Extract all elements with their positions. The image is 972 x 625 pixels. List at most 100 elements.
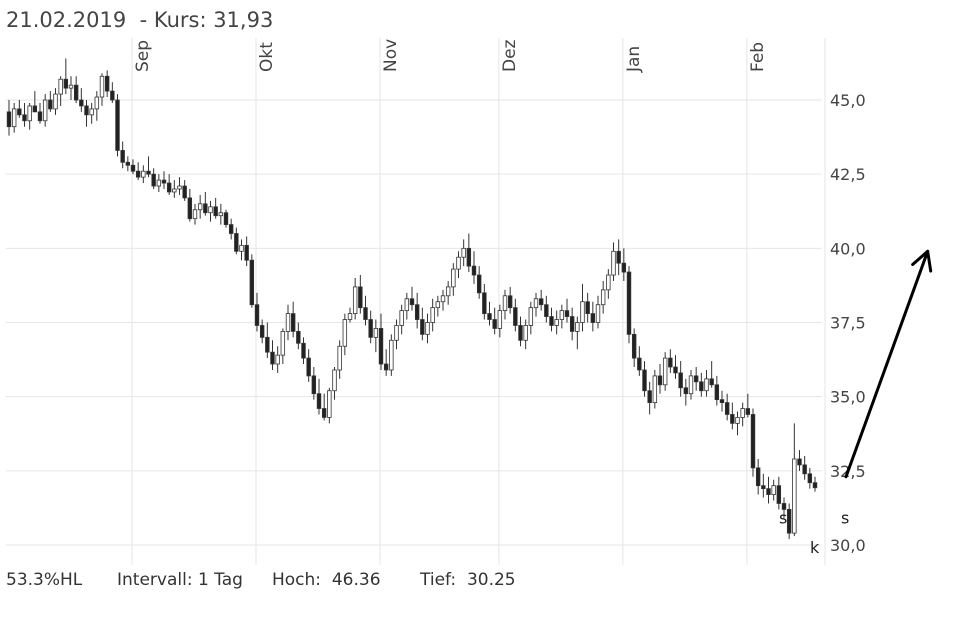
candle-body bbox=[120, 150, 125, 163]
candle-body bbox=[125, 161, 131, 166]
candle bbox=[668, 349, 673, 373]
candle bbox=[502, 289, 508, 320]
candle bbox=[234, 227, 239, 255]
candle-body bbox=[234, 233, 239, 252]
candle bbox=[254, 292, 260, 332]
candle bbox=[569, 307, 575, 341]
candle bbox=[120, 141, 125, 169]
candle-body bbox=[497, 310, 503, 329]
candle bbox=[332, 367, 337, 400]
candle-body bbox=[476, 274, 482, 294]
candle bbox=[115, 94, 120, 157]
candle-body bbox=[99, 75, 105, 98]
candle-body bbox=[115, 99, 120, 151]
month-label: Okt bbox=[257, 42, 277, 72]
candle-body bbox=[724, 402, 730, 415]
candle-body bbox=[32, 105, 38, 113]
candle bbox=[559, 304, 565, 329]
candle-body bbox=[564, 310, 570, 317]
candle bbox=[482, 283, 487, 320]
candle-body bbox=[554, 319, 559, 326]
candle bbox=[688, 369, 694, 400]
candle-body bbox=[306, 357, 311, 377]
month-label: Sep bbox=[133, 40, 153, 72]
candle bbox=[662, 352, 668, 391]
candle bbox=[637, 346, 642, 376]
candle-body bbox=[368, 319, 373, 338]
candle-body bbox=[358, 286, 363, 309]
candle-body bbox=[327, 390, 332, 418]
interval-label: Intervall: 1 Tag bbox=[117, 570, 243, 590]
candle bbox=[497, 304, 503, 338]
candle-body bbox=[110, 90, 115, 101]
candle-body bbox=[440, 295, 446, 303]
candle-body bbox=[135, 170, 141, 178]
candle bbox=[84, 100, 89, 127]
candle-body bbox=[316, 393, 322, 409]
candle-body bbox=[53, 93, 58, 110]
candle-body bbox=[797, 458, 802, 466]
candle bbox=[399, 304, 404, 335]
candle-body bbox=[461, 247, 466, 258]
candle bbox=[766, 476, 771, 504]
candle bbox=[378, 313, 384, 370]
candle-body bbox=[363, 307, 368, 320]
chart-title: 21.02.2019 - Kurs: 31,93 bbox=[6, 8, 274, 32]
candle bbox=[750, 408, 756, 477]
candle-body bbox=[156, 179, 162, 187]
candle-body bbox=[781, 503, 787, 510]
candle-body bbox=[239, 244, 244, 252]
candle bbox=[53, 88, 58, 115]
candle bbox=[621, 248, 627, 281]
candle-body bbox=[332, 369, 337, 392]
candle bbox=[797, 450, 802, 471]
candle-body bbox=[802, 464, 807, 475]
candle bbox=[533, 292, 539, 317]
y-tick-label: 37,5 bbox=[830, 314, 866, 333]
candle bbox=[719, 390, 725, 412]
candle bbox=[99, 73, 105, 106]
candle bbox=[177, 177, 182, 195]
candle-body bbox=[404, 298, 410, 312]
candle bbox=[48, 91, 53, 112]
candle-body bbox=[249, 259, 255, 306]
candle bbox=[311, 367, 317, 400]
candles bbox=[6, 58, 818, 540]
candle bbox=[802, 456, 807, 480]
candle-body bbox=[482, 292, 487, 315]
candle-body bbox=[513, 307, 518, 326]
candle-body bbox=[285, 313, 291, 332]
candle-body bbox=[668, 357, 673, 368]
candle-body bbox=[740, 408, 745, 418]
arrow-shaft bbox=[844, 249, 930, 479]
candle bbox=[89, 102, 94, 124]
candle-body bbox=[631, 333, 637, 359]
candle-body bbox=[197, 203, 203, 211]
candle bbox=[275, 346, 280, 373]
candle-body bbox=[311, 375, 317, 395]
candle-body bbox=[280, 330, 286, 356]
candle bbox=[296, 322, 301, 350]
candle-body bbox=[394, 325, 399, 341]
candle-body bbox=[544, 304, 549, 317]
candle bbox=[693, 367, 699, 391]
candle-body bbox=[42, 99, 48, 122]
candle bbox=[724, 393, 730, 421]
candle bbox=[27, 102, 32, 130]
candle bbox=[63, 58, 69, 95]
candle-body bbox=[218, 212, 224, 217]
candle bbox=[647, 381, 652, 415]
candle-body bbox=[719, 399, 725, 403]
candle bbox=[714, 375, 720, 406]
candle-body bbox=[755, 467, 761, 487]
candle-body bbox=[683, 387, 689, 395]
candle bbox=[600, 280, 606, 314]
candle-body bbox=[89, 108, 94, 116]
candle bbox=[285, 304, 291, 341]
candle-body bbox=[507, 295, 513, 309]
candle-body bbox=[228, 224, 234, 234]
candle-body bbox=[79, 99, 84, 107]
candle-body bbox=[642, 369, 647, 392]
high-label: Hoch: 46.36 bbox=[272, 570, 381, 590]
candle-body bbox=[559, 310, 565, 320]
